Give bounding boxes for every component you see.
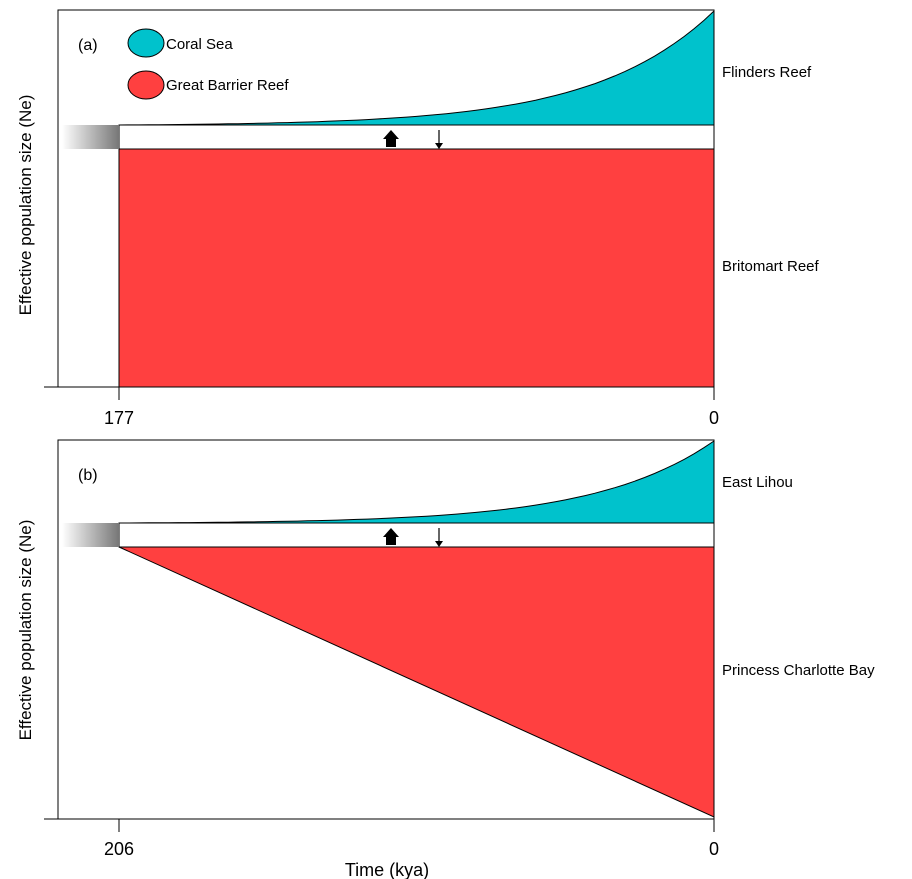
legend-gbr-label: Great Barrier Reef — [166, 77, 289, 94]
migration-arrow-thin-down-icon — [435, 541, 443, 547]
migration-arrow-thick-up-icon — [383, 130, 399, 147]
panel-b-present-time-label: 0 — [709, 839, 719, 859]
panel-b-top-population-label: East Lihou — [722, 474, 793, 491]
panel-b: (b) East Lihou Princess Charlotte Bay 20… — [16, 439, 875, 859]
panel-a: Coral Sea Great Barrier Reef (a) Flinder… — [16, 9, 820, 428]
panel-a-bottom-population-label: Britomart Reef — [722, 258, 820, 275]
panel-a-top-population-label: Flinders Reef — [722, 64, 812, 81]
panel-a-y-axis-label: Effective population size (Ne) — [16, 95, 35, 316]
legend-gbr-swatch — [127, 70, 165, 100]
flinders-reef-area — [118, 9, 715, 126]
legend-coral-sea-label: Coral Sea — [166, 36, 233, 53]
east-lihou-area — [119, 440, 715, 524]
x-axis-label: Time (kya) — [345, 860, 429, 879]
panel-a-present-time-label: 0 — [709, 408, 719, 428]
britomart-reef-area — [118, 148, 715, 388]
panel-a-tag: (a) — [78, 37, 98, 54]
panel-b-bottom-population-label: Princess Charlotte Bay — [722, 662, 875, 679]
panel-b-split-time-label: 206 — [104, 839, 134, 859]
migration-arrow-thick-up-icon — [383, 528, 399, 545]
panel-a-split-time-label: 177 — [104, 408, 134, 428]
panel-b-ancestral-fade — [62, 523, 119, 547]
legend-coral-sea-swatch — [127, 28, 165, 58]
panel-b-ancestral-band — [118, 522, 715, 548]
panel-a-ancestral-band — [118, 124, 715, 150]
panel-b-y-axis-label: Effective population size (Ne) — [16, 520, 35, 741]
migration-arrow-thin-down-icon — [435, 143, 443, 149]
panel-a-ancestral-fade — [62, 125, 119, 149]
panel-b-tag: (b) — [78, 467, 98, 484]
